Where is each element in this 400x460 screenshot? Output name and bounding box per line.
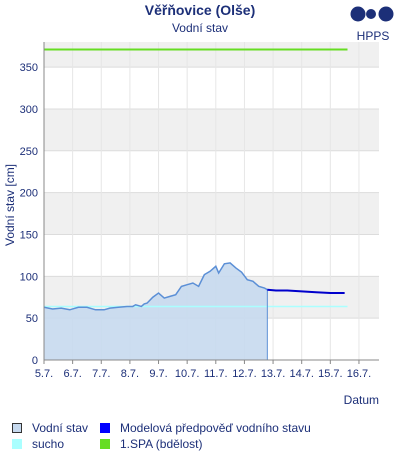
chart-subtitle: Vodní stav [171, 21, 229, 35]
plot-band [44, 108, 379, 151]
x-tick-label: 12.7. [232, 368, 256, 380]
legend-swatch-model [100, 423, 110, 433]
x-tick-label: 8.7. [121, 368, 139, 380]
legend: Vodní stav Modelová předpověď vodního st… [0, 418, 400, 458]
x-tick-label: 6.7. [63, 368, 81, 380]
x-tick-label: 16.7. [347, 368, 371, 380]
legend-item-spa: 1.SPA (bdělost) [100, 437, 203, 451]
plot-band [44, 192, 379, 235]
series-line-vodni-stav [43, 262, 268, 311]
x-tick-label: 14.7. [289, 368, 313, 380]
y-tick-label: 350 [20, 62, 38, 74]
y-tick-label: 250 [20, 146, 38, 158]
x-tick-label: 7.7. [92, 368, 110, 380]
series-line-model [267, 288, 345, 295]
y-tick-label: 200 [20, 188, 38, 200]
logo-text: HPPS [356, 29, 390, 43]
legend-item-sucho: sucho [12, 437, 64, 451]
legend-item-vodni-stav: Vodní stav [12, 421, 88, 435]
y-tick-label: 50 [26, 313, 38, 325]
x-tick-label: 10.7. [175, 368, 199, 380]
legend-label: Modelová předpověď vodního stavu [120, 421, 311, 435]
water-level-chart: 0 50 100 150 200 250 300 350 5.7. 6.7. 7.7. 8.7. 9.7… [3, 42, 379, 407]
chart-title: Věřňovice (Olše) [144, 2, 256, 18]
series-layer [43, 48, 348, 360]
hpps-logo: HPPS [346, 6, 400, 43]
legend-label: sucho [32, 437, 65, 451]
legend-swatch-vodni-stav [12, 423, 22, 433]
x-tick-label: 15.7. [318, 368, 342, 380]
x-axis-label: Datum [344, 393, 379, 407]
y-tick-label: 0 [32, 355, 38, 367]
x-tick-label: 9.7. [149, 368, 167, 380]
x-tick-label: 5.7. [35, 368, 53, 380]
logo-mark-icon [350, 6, 394, 22]
legend-label: Vodní stav [32, 421, 89, 435]
y-tick-label: 100 [20, 271, 38, 283]
x-tick-label: 13.7. [261, 368, 285, 380]
legend-swatch-spa [100, 439, 110, 449]
legend-swatch-sucho [12, 439, 22, 449]
y-tick-label: 300 [20, 104, 38, 116]
axes: 0 50 100 150 200 250 300 350 5.7. 6.7. 7.7. 8.7. 9.7… [20, 42, 379, 380]
legend-item-model: Modelová předpověď vodního stavu [100, 421, 311, 435]
legend-label: 1.SPA (bdělost) [120, 437, 203, 451]
series-area-vodni-stav [44, 262, 268, 360]
y-axis-label: Vodní stav [cm] [3, 164, 17, 246]
y-tick-label: 150 [20, 229, 38, 241]
plot-band [44, 42, 379, 68]
x-tick-label: 11.7. [204, 368, 228, 380]
